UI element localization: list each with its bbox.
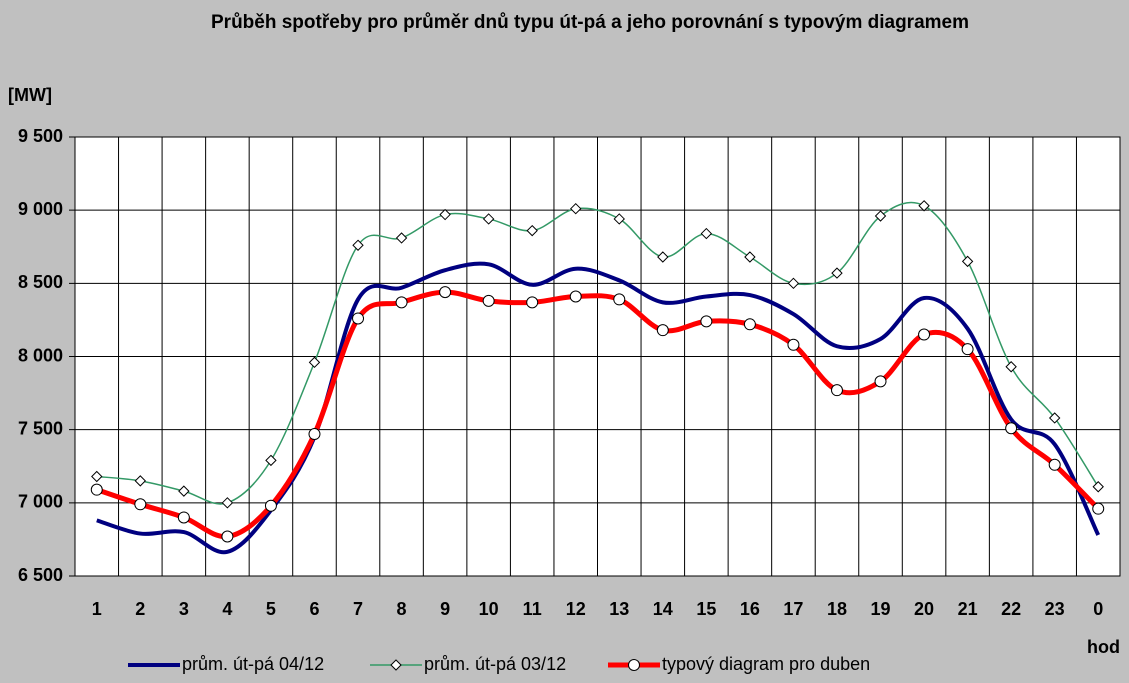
marker bbox=[439, 286, 452, 299]
marker bbox=[90, 483, 103, 496]
y-tick-label: 6 500 bbox=[18, 565, 63, 585]
marker bbox=[308, 428, 321, 441]
marker bbox=[1048, 412, 1061, 424]
marker bbox=[874, 375, 887, 388]
x-tick-label: 4 bbox=[222, 599, 232, 619]
marker bbox=[134, 498, 147, 511]
marker bbox=[177, 511, 190, 524]
marker bbox=[526, 296, 539, 309]
x-tick-label: 6 bbox=[309, 599, 319, 619]
chart-title: Průběh spotřeby pro průměr dnů typu út-p… bbox=[211, 12, 969, 33]
legend-label: typový diagram pro duben bbox=[662, 654, 870, 674]
x-tick-label: 1 bbox=[92, 599, 102, 619]
marker bbox=[961, 343, 974, 356]
marker bbox=[395, 232, 408, 244]
x-tick-label: 3 bbox=[179, 599, 189, 619]
marker bbox=[526, 224, 538, 237]
marker bbox=[569, 290, 582, 303]
legend-marker bbox=[390, 659, 402, 671]
marker bbox=[743, 318, 756, 331]
marker bbox=[1005, 422, 1018, 435]
marker bbox=[439, 208, 451, 221]
marker bbox=[264, 499, 277, 512]
marker bbox=[91, 470, 103, 483]
marker bbox=[831, 267, 843, 279]
marker bbox=[787, 338, 800, 351]
marker bbox=[265, 454, 277, 467]
marker bbox=[918, 328, 931, 341]
y-tick-label: 8 500 bbox=[18, 272, 63, 292]
marker bbox=[700, 227, 713, 240]
legend-marker bbox=[628, 659, 640, 671]
y-tick-label: 9 000 bbox=[18, 199, 63, 219]
x-tick-label: 8 bbox=[397, 599, 407, 619]
marker bbox=[830, 384, 843, 397]
marker bbox=[613, 213, 625, 225]
y-tick-label: 9 500 bbox=[18, 126, 63, 146]
marker bbox=[613, 293, 626, 306]
x-tick-label: 16 bbox=[740, 599, 760, 619]
x-tick-label: 11 bbox=[523, 599, 542, 619]
x-tick-label: 13 bbox=[609, 599, 629, 619]
marker bbox=[1048, 458, 1061, 471]
marker bbox=[700, 315, 713, 328]
marker bbox=[918, 200, 930, 212]
x-tick-label: 22 bbox=[1001, 599, 1021, 619]
x-tick-label: 9 bbox=[440, 599, 450, 619]
x-tick-label: 7 bbox=[353, 599, 363, 619]
marker bbox=[1092, 481, 1104, 493]
x-tick-label: 12 bbox=[566, 599, 586, 619]
x-tick-label: 19 bbox=[871, 599, 891, 619]
marker bbox=[221, 497, 234, 509]
x-tick-label: 0 bbox=[1093, 599, 1103, 619]
x-tick-label: 18 bbox=[827, 599, 847, 619]
marker bbox=[134, 475, 147, 487]
x-tick-label: 20 bbox=[914, 599, 934, 619]
x-tick-label: 21 bbox=[958, 599, 978, 619]
x-tick-label: 10 bbox=[479, 599, 499, 619]
marker bbox=[744, 251, 756, 263]
y-axis-label: [MW] bbox=[8, 85, 52, 105]
legend-label: prům. út-pá 03/12 bbox=[424, 654, 566, 674]
y-tick-label: 7 500 bbox=[18, 418, 63, 438]
marker bbox=[1092, 502, 1105, 515]
x-tick-label: 2 bbox=[135, 599, 145, 619]
marker bbox=[657, 251, 669, 263]
marker bbox=[221, 530, 234, 543]
marker bbox=[787, 277, 800, 290]
marker bbox=[352, 239, 364, 251]
x-axis-label: hod bbox=[1087, 637, 1120, 657]
marker bbox=[656, 324, 669, 337]
marker bbox=[482, 213, 495, 225]
marker bbox=[1005, 361, 1017, 373]
marker bbox=[352, 312, 365, 325]
legend-label: prům. út-pá 04/12 bbox=[182, 654, 324, 674]
y-tick-label: 8 000 bbox=[18, 345, 63, 365]
marker bbox=[961, 255, 974, 268]
x-tick-label: 14 bbox=[653, 599, 673, 619]
marker bbox=[482, 294, 495, 307]
x-tick-label: 15 bbox=[696, 599, 716, 619]
y-tick-label: 7 000 bbox=[18, 492, 63, 512]
marker bbox=[395, 296, 408, 309]
x-tick-label: 17 bbox=[783, 599, 803, 619]
x-tick-label: 5 bbox=[266, 599, 276, 619]
x-tick-label: 23 bbox=[1045, 599, 1065, 619]
marker bbox=[570, 202, 582, 215]
marker bbox=[874, 210, 887, 222]
marker bbox=[178, 485, 190, 497]
marker bbox=[308, 356, 321, 369]
